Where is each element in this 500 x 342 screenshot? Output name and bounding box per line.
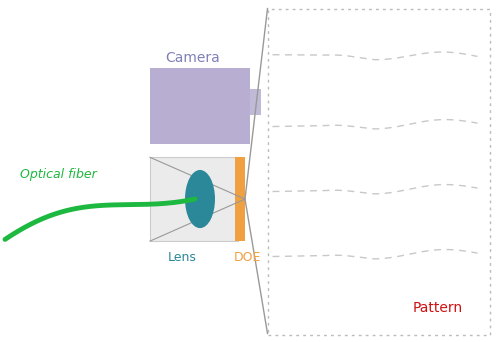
Text: Optical fiber: Optical fiber [20, 168, 97, 181]
Text: Pattern: Pattern [412, 301, 463, 315]
Bar [150, 68, 250, 144]
Text: Camera: Camera [165, 51, 220, 65]
Bar [150, 157, 238, 241]
Bar [235, 157, 245, 241]
Bar [268, 9, 490, 335]
Text: Lens: Lens [168, 251, 197, 264]
Text: DOE: DOE [234, 251, 262, 264]
Ellipse shape [185, 170, 215, 228]
Bar [250, 89, 261, 115]
